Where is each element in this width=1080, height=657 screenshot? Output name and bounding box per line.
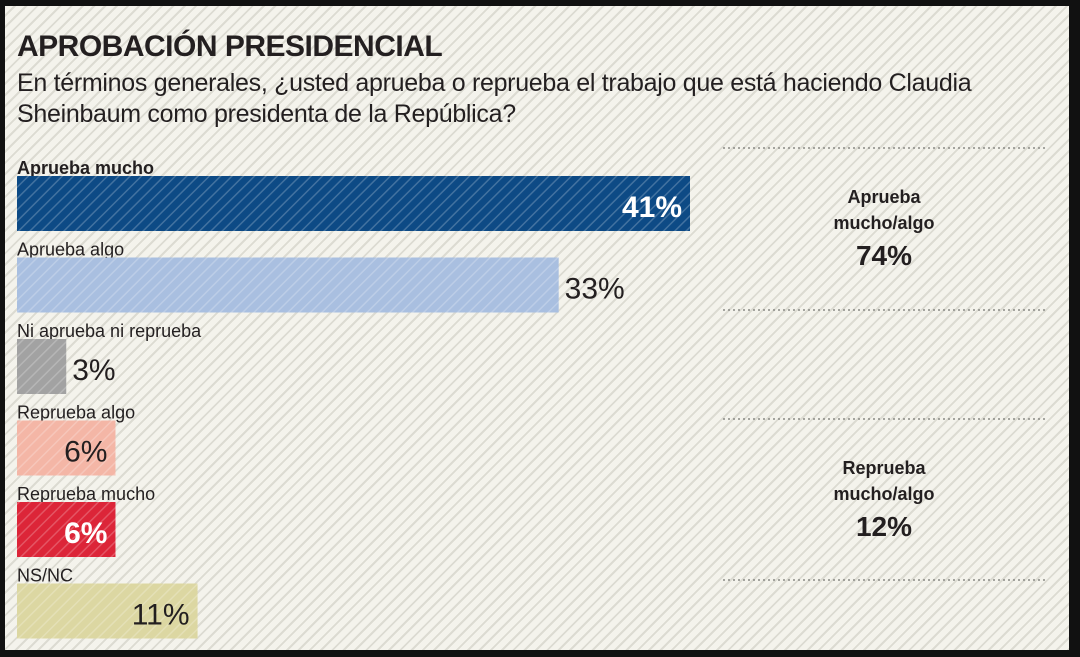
category-label-reprueba-mucho: Reprueba mucho xyxy=(17,484,155,504)
bar-hatch-reprueba-algo xyxy=(17,420,116,476)
value-label-reprueba-mucho: 6% xyxy=(64,517,107,550)
value-label-reprueba-algo: 6% xyxy=(64,436,107,469)
category-label-reprueba-algo: Reprueba algo xyxy=(17,403,135,423)
value-label-ni-aprueba-ni-reprueba: 3% xyxy=(72,354,115,387)
summary-line2: mucho/algo xyxy=(833,213,934,233)
chart-title: APROBACIÓN PRESIDENCIAL xyxy=(17,30,443,63)
category-label-aprueba-mucho: Aprueba mucho xyxy=(17,158,154,178)
bar-chart: Aprueba mucho 41% Aprueba algo 33% Ni aprueb… xyxy=(17,147,1045,639)
category-label-ni-aprueba-ni-reprueba: Ni aprueba ni reprueba xyxy=(17,321,202,341)
bar-hatch-aprueba-mucho xyxy=(17,176,690,231)
value-label-aprueba-mucho: 41% xyxy=(622,191,682,224)
summary-line2: mucho/algo xyxy=(833,484,934,504)
value-label-ns-nc: 11% xyxy=(132,599,190,632)
bars-group: Aprueba mucho 41% Aprueba algo 33% Ni aprueb… xyxy=(17,158,690,639)
chart-subtitle: En términos generales, ¿usted aprueba o … xyxy=(17,69,972,128)
category-label-ns-nc: NS/NC xyxy=(17,566,73,586)
bar-hatch-reprueba-mucho xyxy=(17,502,116,557)
category-label-aprueba-algo: Aprueba algo xyxy=(17,240,124,260)
bar-hatch-ni-aprueba-ni-reprueba xyxy=(17,339,67,394)
summary-line1: Aprueba xyxy=(847,187,921,207)
value-label-aprueba-algo: 33% xyxy=(565,273,625,306)
summary-approve: Aprueba mucho/algo 74% xyxy=(833,187,934,271)
summary-disapprove: Reprueba mucho/algo 12% xyxy=(833,458,934,542)
bar-hatch-ns-nc xyxy=(17,583,198,639)
infographic-frame: APROBACIÓN PRESIDENCIAL En términos gene… xyxy=(5,6,1069,650)
summary-value: 74% xyxy=(856,240,912,271)
summary-line1: Reprueba xyxy=(842,458,926,478)
summaries-group: Aprueba mucho/algo 74% Reprueba mucho/algo 12… xyxy=(833,187,934,542)
summary-dividers xyxy=(723,147,1045,581)
bar-hatch-aprueba-algo xyxy=(17,257,559,313)
summary-value: 12% xyxy=(856,511,912,542)
